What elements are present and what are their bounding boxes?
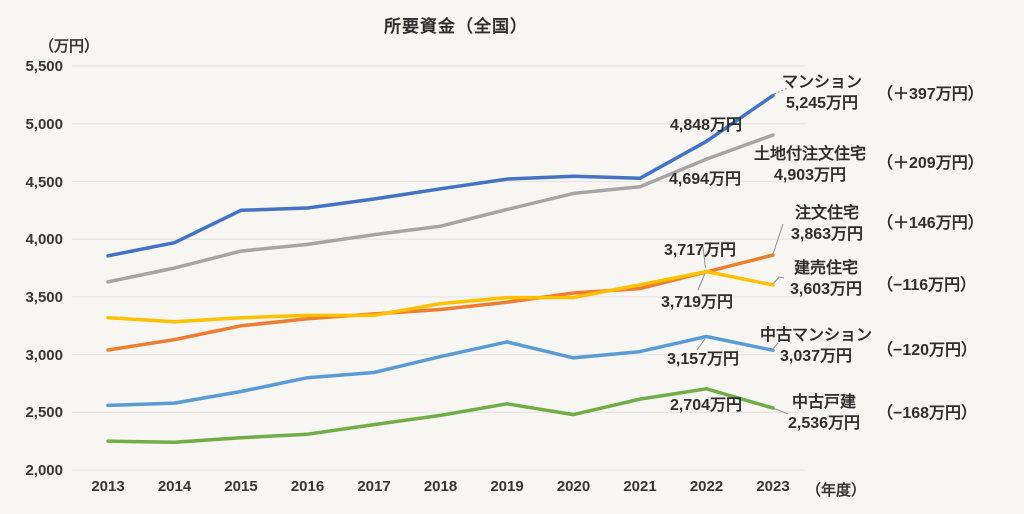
x-tick-label: 2013: [91, 478, 125, 495]
point-label-2022-used-detached-house: 2,704万円: [669, 397, 743, 414]
change-label-used-detached-house: （−168万円）: [877, 405, 978, 422]
change-label-built-for-sale-house: （−116万円）: [877, 277, 977, 294]
x-axis-unit-label: （年度）: [806, 482, 867, 499]
series-name-used-detached-house: 中古戸建: [791, 394, 857, 411]
x-tick-label: 2015: [224, 478, 258, 495]
series-latest-value-used-condo: 3,037万円: [779, 348, 853, 365]
end-label-built-for-sale-house: 建売住宅 3,603万円: [790, 258, 862, 300]
leader-3717-label-line: [702, 246, 706, 269]
change-label-custom-house: （＋146万円）: [877, 215, 984, 232]
series-line-used-condo: [106, 334, 775, 408]
change-label-mansion: （＋397万円）: [877, 86, 984, 103]
point-label-2022-custom-house: 3,717万円: [663, 242, 737, 259]
y-tick-label: 3,000: [25, 346, 63, 364]
series-name-used-condo: 中古マンション: [759, 327, 873, 344]
x-tick-label: 2017: [357, 478, 391, 495]
x-tick-label: 2016: [290, 478, 325, 495]
series-latest-value-built-for-sale-house: 3,603万円: [789, 281, 863, 298]
y-tick-label: 5,500: [25, 58, 63, 76]
series-latest-value-custom-house-with-land: 4,903万円: [773, 167, 847, 184]
point-label-2022-custom-house-with-land: 4,694万円: [668, 171, 742, 188]
y-tick-label: 2,000: [25, 462, 63, 479]
y-tick-label: 2,500: [25, 404, 63, 422]
change-label-used-condo: （−120万円）: [877, 342, 978, 359]
leader-3719-label-line: [697, 271, 706, 291]
x-tick-label: 2023: [756, 478, 790, 495]
end-label-used-detached-house: 中古戸建 2,536万円: [788, 392, 860, 434]
leader-built-for-sale-house-line: [772, 276, 785, 285]
x-tick-label: 2018: [423, 478, 458, 495]
y-tick-label: 4,500: [25, 173, 63, 191]
x-tick-label: 2019: [490, 478, 524, 495]
leader-mansion-line: [773, 87, 789, 95]
series-line-used-detached-house: [106, 387, 775, 445]
series-line-mansion: [106, 93, 775, 258]
end-label-mansion: マンション 5,245万円: [782, 72, 862, 114]
point-label-2022-built-for-sale-house: 3,719万円: [660, 294, 734, 311]
series-latest-value-custom-house: 3,863万円: [790, 226, 864, 243]
x-tick-label: 2022: [689, 478, 724, 495]
end-label-custom-house: 注文住宅 3,863万円: [791, 203, 863, 245]
series-line-custom-house: [106, 253, 775, 352]
series-name-custom-house-with-land: 土地付注文住宅: [753, 146, 867, 163]
end-label-custom-house-with-land: 土地付注文住宅 4,903万円: [754, 144, 866, 186]
x-tick-label: 2020: [556, 478, 591, 495]
leader-3157-label-line: [696, 338, 706, 351]
end-label-used-condo: 中古マンション 3,037万円: [760, 325, 872, 367]
x-tick-label: 2014: [157, 478, 192, 495]
chart-title: 所要資金（全国）: [384, 17, 528, 36]
y-tick-label: 3,500: [25, 288, 63, 306]
change-label-custom-house-with-land: （＋209万円）: [877, 155, 984, 172]
series-latest-value-mansion: 5,245万円: [785, 95, 859, 112]
point-label-2022-used-condo: 3,157万円: [666, 351, 740, 368]
point-label-2022-mansion: 4,848万円: [669, 117, 743, 134]
series-name-mansion: マンション: [781, 74, 863, 91]
x-tick-label: 2021: [623, 478, 657, 495]
leader-custom-house-line: [772, 223, 784, 255]
y-tick-label: 4,000: [25, 231, 63, 249]
series-name-custom-house: 注文住宅: [794, 205, 860, 222]
y-axis-unit-label: （万円）: [39, 38, 100, 55]
series-name-built-for-sale-house: 建売住宅: [793, 260, 859, 277]
y-tick-label: 5,000: [25, 115, 63, 133]
series-line-custom-house-with-land: [106, 133, 775, 284]
series-latest-value-used-detached-house: 2,536万円: [787, 415, 861, 432]
series-line-built-for-sale-house: [106, 269, 775, 324]
leader-used-detached-house-line: [772, 407, 789, 415]
